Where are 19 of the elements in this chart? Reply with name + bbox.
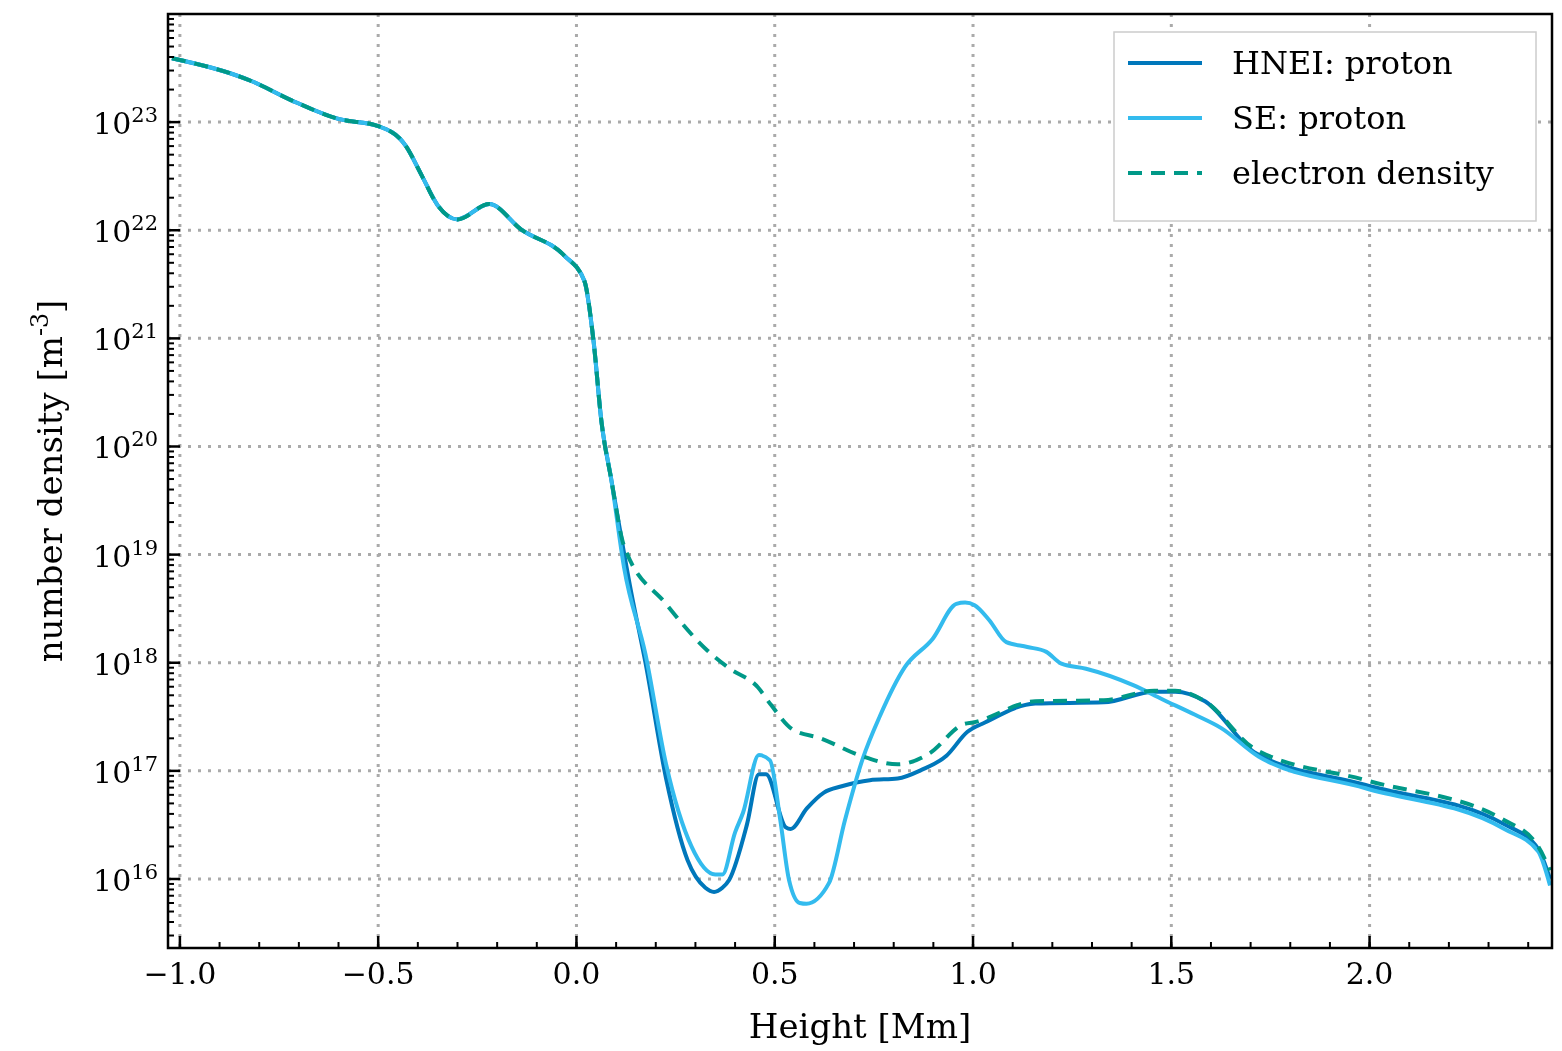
x-tick-label: 1.0: [949, 956, 997, 991]
x-tick-label: −0.5: [341, 956, 415, 991]
y-tick-label: 10$^{16}$: [93, 859, 158, 898]
y-tick-label: 10$^{23}$: [93, 103, 158, 142]
y-tick-label: 10$^{18}$: [93, 643, 158, 682]
x-tick-label: 2.0: [1345, 956, 1394, 991]
y-tick-label: 10$^{22}$: [93, 211, 158, 250]
x-tick-label: 0.0: [552, 956, 601, 991]
legend-label: HNEI: proton: [1232, 44, 1453, 82]
y-tick-label: 10$^{17}$: [93, 751, 158, 790]
y-tick-label: 10$^{19}$: [93, 535, 158, 574]
x-tick-label: 1.5: [1147, 956, 1196, 991]
y-tick-label: 10$^{21}$: [93, 319, 158, 358]
legend-label: electron density: [1232, 154, 1494, 192]
x-tick-label: 0.5: [750, 956, 799, 991]
legend-label: SE: proton: [1232, 99, 1407, 137]
x-tick-label: −1.0: [143, 956, 217, 991]
y-tick-label: 10$^{20}$: [93, 427, 158, 466]
x-axis-title: Height [Mm]: [748, 1006, 972, 1046]
